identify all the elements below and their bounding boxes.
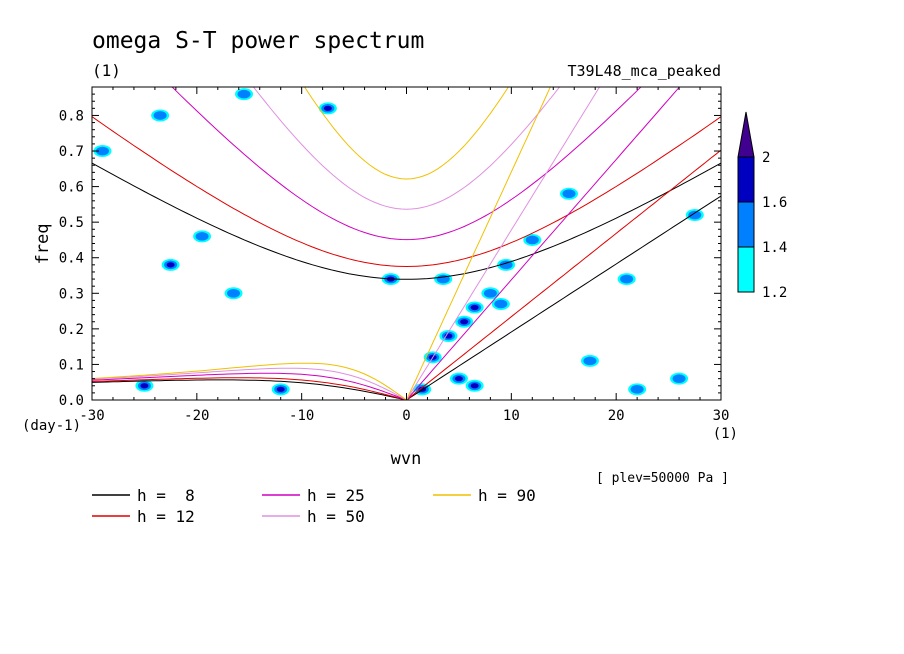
legend-label: h = 25 bbox=[307, 486, 365, 505]
y-tick-label: 0.5 bbox=[59, 215, 84, 231]
x-tick-label: 0 bbox=[402, 408, 410, 424]
dispersion-curve bbox=[92, 162, 721, 280]
x-tick-label: -10 bbox=[289, 408, 314, 424]
chart-subtitle-right: T39L48_mca_peaked bbox=[567, 62, 721, 80]
spectral-blob bbox=[562, 189, 576, 199]
dispersion-curve bbox=[252, 87, 561, 210]
spectral-blob bbox=[95, 146, 109, 156]
spectral-blob bbox=[688, 210, 702, 220]
colorbar: 1.2 1.4 1.6 2 bbox=[737, 111, 787, 301]
x-tick-label: 20 bbox=[608, 408, 625, 424]
spectral-blob bbox=[630, 385, 644, 394]
y-axis-label: freq bbox=[33, 224, 53, 265]
spectral-blob bbox=[620, 274, 634, 284]
dispersion-curve bbox=[406, 87, 681, 400]
dispersion-curve bbox=[406, 149, 721, 400]
spectral-blob bbox=[276, 386, 285, 392]
spectral-blob bbox=[494, 299, 508, 309]
chart-subtitle-left: (1) bbox=[92, 61, 121, 80]
spectral-blob bbox=[525, 235, 539, 245]
dispersion-curves bbox=[92, 87, 721, 400]
spectral-blob bbox=[454, 376, 463, 382]
colorbar-label: 1.4 bbox=[762, 240, 787, 256]
dispersion-curve bbox=[406, 195, 721, 400]
y-tick-label: 0.2 bbox=[59, 322, 84, 338]
x-axis: -30 -20 -10 0 10 20 30 bbox=[79, 87, 729, 424]
x-tick-label: 10 bbox=[503, 408, 520, 424]
y-tick-label: 0.4 bbox=[59, 251, 84, 267]
spectral-blob bbox=[323, 105, 332, 111]
legend-label: h = 50 bbox=[307, 507, 365, 526]
colorbar-label: 2 bbox=[762, 150, 770, 166]
dispersion-curve bbox=[406, 87, 551, 400]
spectral-blob bbox=[499, 260, 513, 270]
legend-label: h = 12 bbox=[137, 507, 195, 526]
dispersion-curve bbox=[92, 379, 407, 400]
colorbar-label: 1.2 bbox=[762, 285, 787, 301]
spectral-blob bbox=[470, 304, 479, 311]
y-tick-label: 0.7 bbox=[59, 144, 84, 160]
x-tick-label: -20 bbox=[184, 408, 209, 424]
spectral-blobs bbox=[93, 88, 704, 396]
y-axis: 0.0 0.1 0.2 0.3 0.4 0.5 0.6 0.7 0.8 bbox=[59, 93, 721, 409]
spectral-blob bbox=[227, 288, 241, 298]
chart-title: omega S-T power spectrum bbox=[92, 28, 424, 54]
x-unit-label: (1) bbox=[713, 426, 738, 442]
dispersion-curve bbox=[92, 377, 407, 400]
x-tick-label: -30 bbox=[79, 408, 104, 424]
y-unit-label: (day-1) bbox=[22, 418, 81, 434]
y-tick-label: 0.8 bbox=[59, 108, 84, 124]
spectral-blob bbox=[672, 374, 686, 383]
y-tick-label: 0.0 bbox=[59, 393, 84, 409]
colorbar-segment bbox=[737, 246, 755, 293]
spectral-blob bbox=[153, 111, 167, 120]
dispersion-curve bbox=[92, 372, 407, 400]
dispersion-curve bbox=[92, 116, 721, 268]
dispersion-curve bbox=[406, 87, 601, 400]
y-tick-label: 0.1 bbox=[59, 357, 84, 373]
dispersion-curve bbox=[304, 87, 509, 180]
legend-label: h = 90 bbox=[478, 486, 536, 505]
spectral-blob bbox=[470, 383, 479, 389]
y-tick-label: 0.6 bbox=[59, 180, 84, 196]
dispersion-curve bbox=[92, 362, 407, 400]
legend-label: h = 8 bbox=[137, 486, 195, 505]
colorbar-arrow bbox=[737, 111, 755, 158]
spectral-blob bbox=[166, 262, 175, 268]
y-tick-label: 0.3 bbox=[59, 286, 84, 302]
colorbar-segment bbox=[737, 201, 755, 248]
dispersion-curve bbox=[171, 87, 642, 241]
x-axis-label: wvn bbox=[391, 449, 422, 469]
colorbar-label: 1.6 bbox=[762, 195, 787, 211]
legend: h = 8 h = 12 h = 25 h = 50 h = 90 bbox=[92, 486, 536, 526]
spectral-blob bbox=[237, 89, 251, 99]
dispersion-curve bbox=[92, 367, 407, 400]
spectral-blob bbox=[195, 232, 209, 241]
plot-note: [ plev=50000 Pa ] bbox=[596, 471, 729, 486]
spectral-blob bbox=[483, 288, 497, 298]
colorbar-segment bbox=[737, 156, 755, 203]
spectral-blob bbox=[460, 319, 469, 325]
spectral-blob bbox=[140, 383, 149, 389]
plot-background bbox=[92, 87, 721, 400]
spectral-blob bbox=[583, 356, 597, 366]
x-tick-label: 30 bbox=[713, 408, 730, 424]
